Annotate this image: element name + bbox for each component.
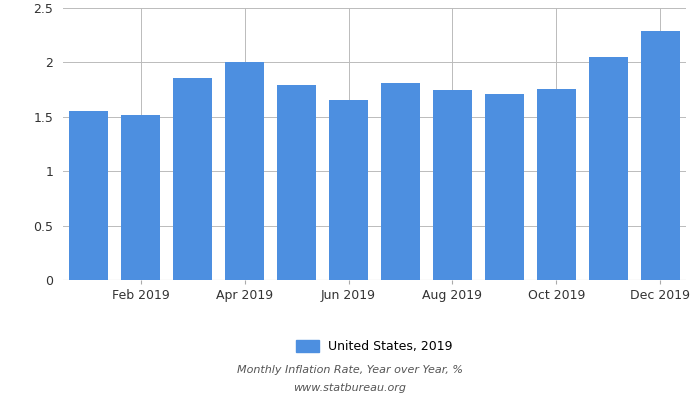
Text: www.statbureau.org: www.statbureau.org: [293, 383, 407, 393]
Bar: [121, 115, 160, 280]
Bar: [277, 85, 316, 280]
Bar: [433, 90, 472, 280]
Bar: [69, 111, 108, 280]
Bar: [640, 31, 680, 280]
Bar: [381, 83, 420, 280]
Bar: [174, 78, 212, 280]
Bar: [485, 94, 524, 280]
Bar: [537, 88, 575, 280]
Bar: [589, 57, 628, 280]
Bar: [225, 62, 264, 280]
Text: Monthly Inflation Rate, Year over Year, %: Monthly Inflation Rate, Year over Year, …: [237, 365, 463, 375]
Legend: United States, 2019: United States, 2019: [291, 335, 458, 358]
Bar: [329, 100, 368, 280]
